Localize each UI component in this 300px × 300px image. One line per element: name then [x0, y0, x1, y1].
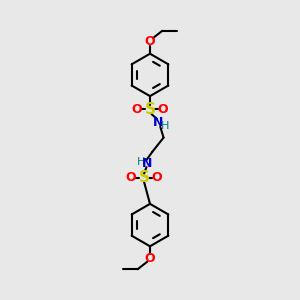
Text: H: H: [136, 157, 145, 167]
Text: O: O: [145, 252, 155, 265]
Text: S: S: [145, 102, 155, 117]
Text: O: O: [145, 35, 155, 48]
Text: N: N: [153, 116, 164, 129]
Text: N: N: [142, 157, 152, 170]
Text: O: O: [158, 103, 168, 116]
Text: O: O: [132, 103, 142, 116]
Text: O: O: [152, 171, 162, 184]
Text: S: S: [139, 170, 150, 185]
Text: H: H: [160, 122, 169, 131]
Text: O: O: [126, 171, 136, 184]
